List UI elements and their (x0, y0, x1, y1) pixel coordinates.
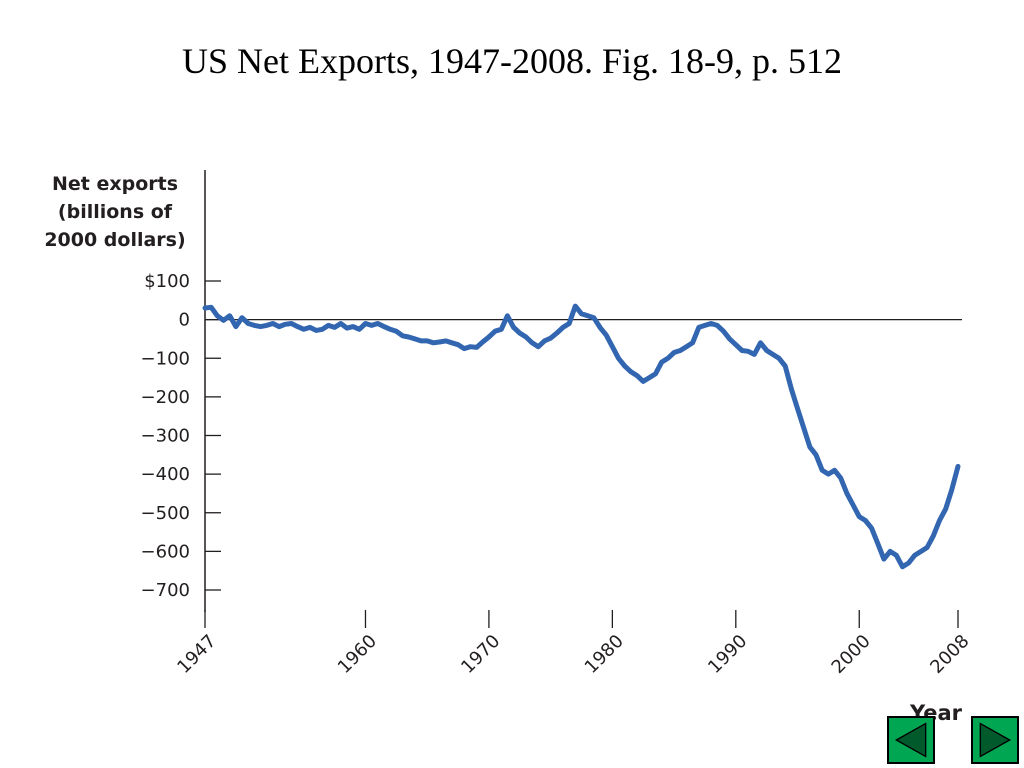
triangle-left-icon (889, 718, 933, 762)
y-tick-label: 0 (179, 310, 190, 331)
slide-title: US Net Exports, 1947-2008. Fig. 18-9, p.… (182, 41, 842, 81)
x-tick-label: 2008 (926, 631, 973, 678)
axes (204, 170, 962, 612)
y-tick-label: −100 (141, 348, 190, 369)
x-tick-label: 1990 (704, 631, 751, 678)
next-slide-button[interactable] (971, 716, 1019, 764)
y-tick-label: −700 (141, 580, 190, 601)
x-tick-label: 1980 (581, 631, 628, 678)
y-tick-label: −200 (141, 387, 190, 408)
y-tick-label: −300 (141, 426, 190, 447)
x-ticks: 1947 1960 1970 1980 1990 2000 2008 (173, 610, 974, 678)
net-exports-line (202, 303, 961, 570)
x-tick-label: 1970 (457, 631, 504, 678)
x-tick-label: 1947 (173, 631, 220, 678)
x-tick-label: 1960 (334, 631, 381, 678)
y-tick-label: −600 (141, 541, 190, 562)
y-tick-label: $100 (144, 271, 190, 292)
y-tick-label: −400 (141, 464, 190, 485)
y-axis-label: Net exports (billions of 2000 dollars) (44, 173, 185, 251)
x-tick-label: 2000 (828, 631, 875, 678)
y-axis-label-line: (billions of (58, 201, 173, 223)
y-axis-label-line: Net exports (52, 173, 178, 195)
y-tick-label: −500 (141, 503, 190, 524)
y-axis-label-line: 2000 dollars) (44, 229, 185, 251)
series (202, 303, 961, 570)
triangle-right-icon (973, 718, 1017, 762)
y-ticks: $100 0 −100 −200 −300 −400 −500 −600 −700 (141, 271, 221, 601)
previous-slide-button[interactable] (887, 716, 935, 764)
